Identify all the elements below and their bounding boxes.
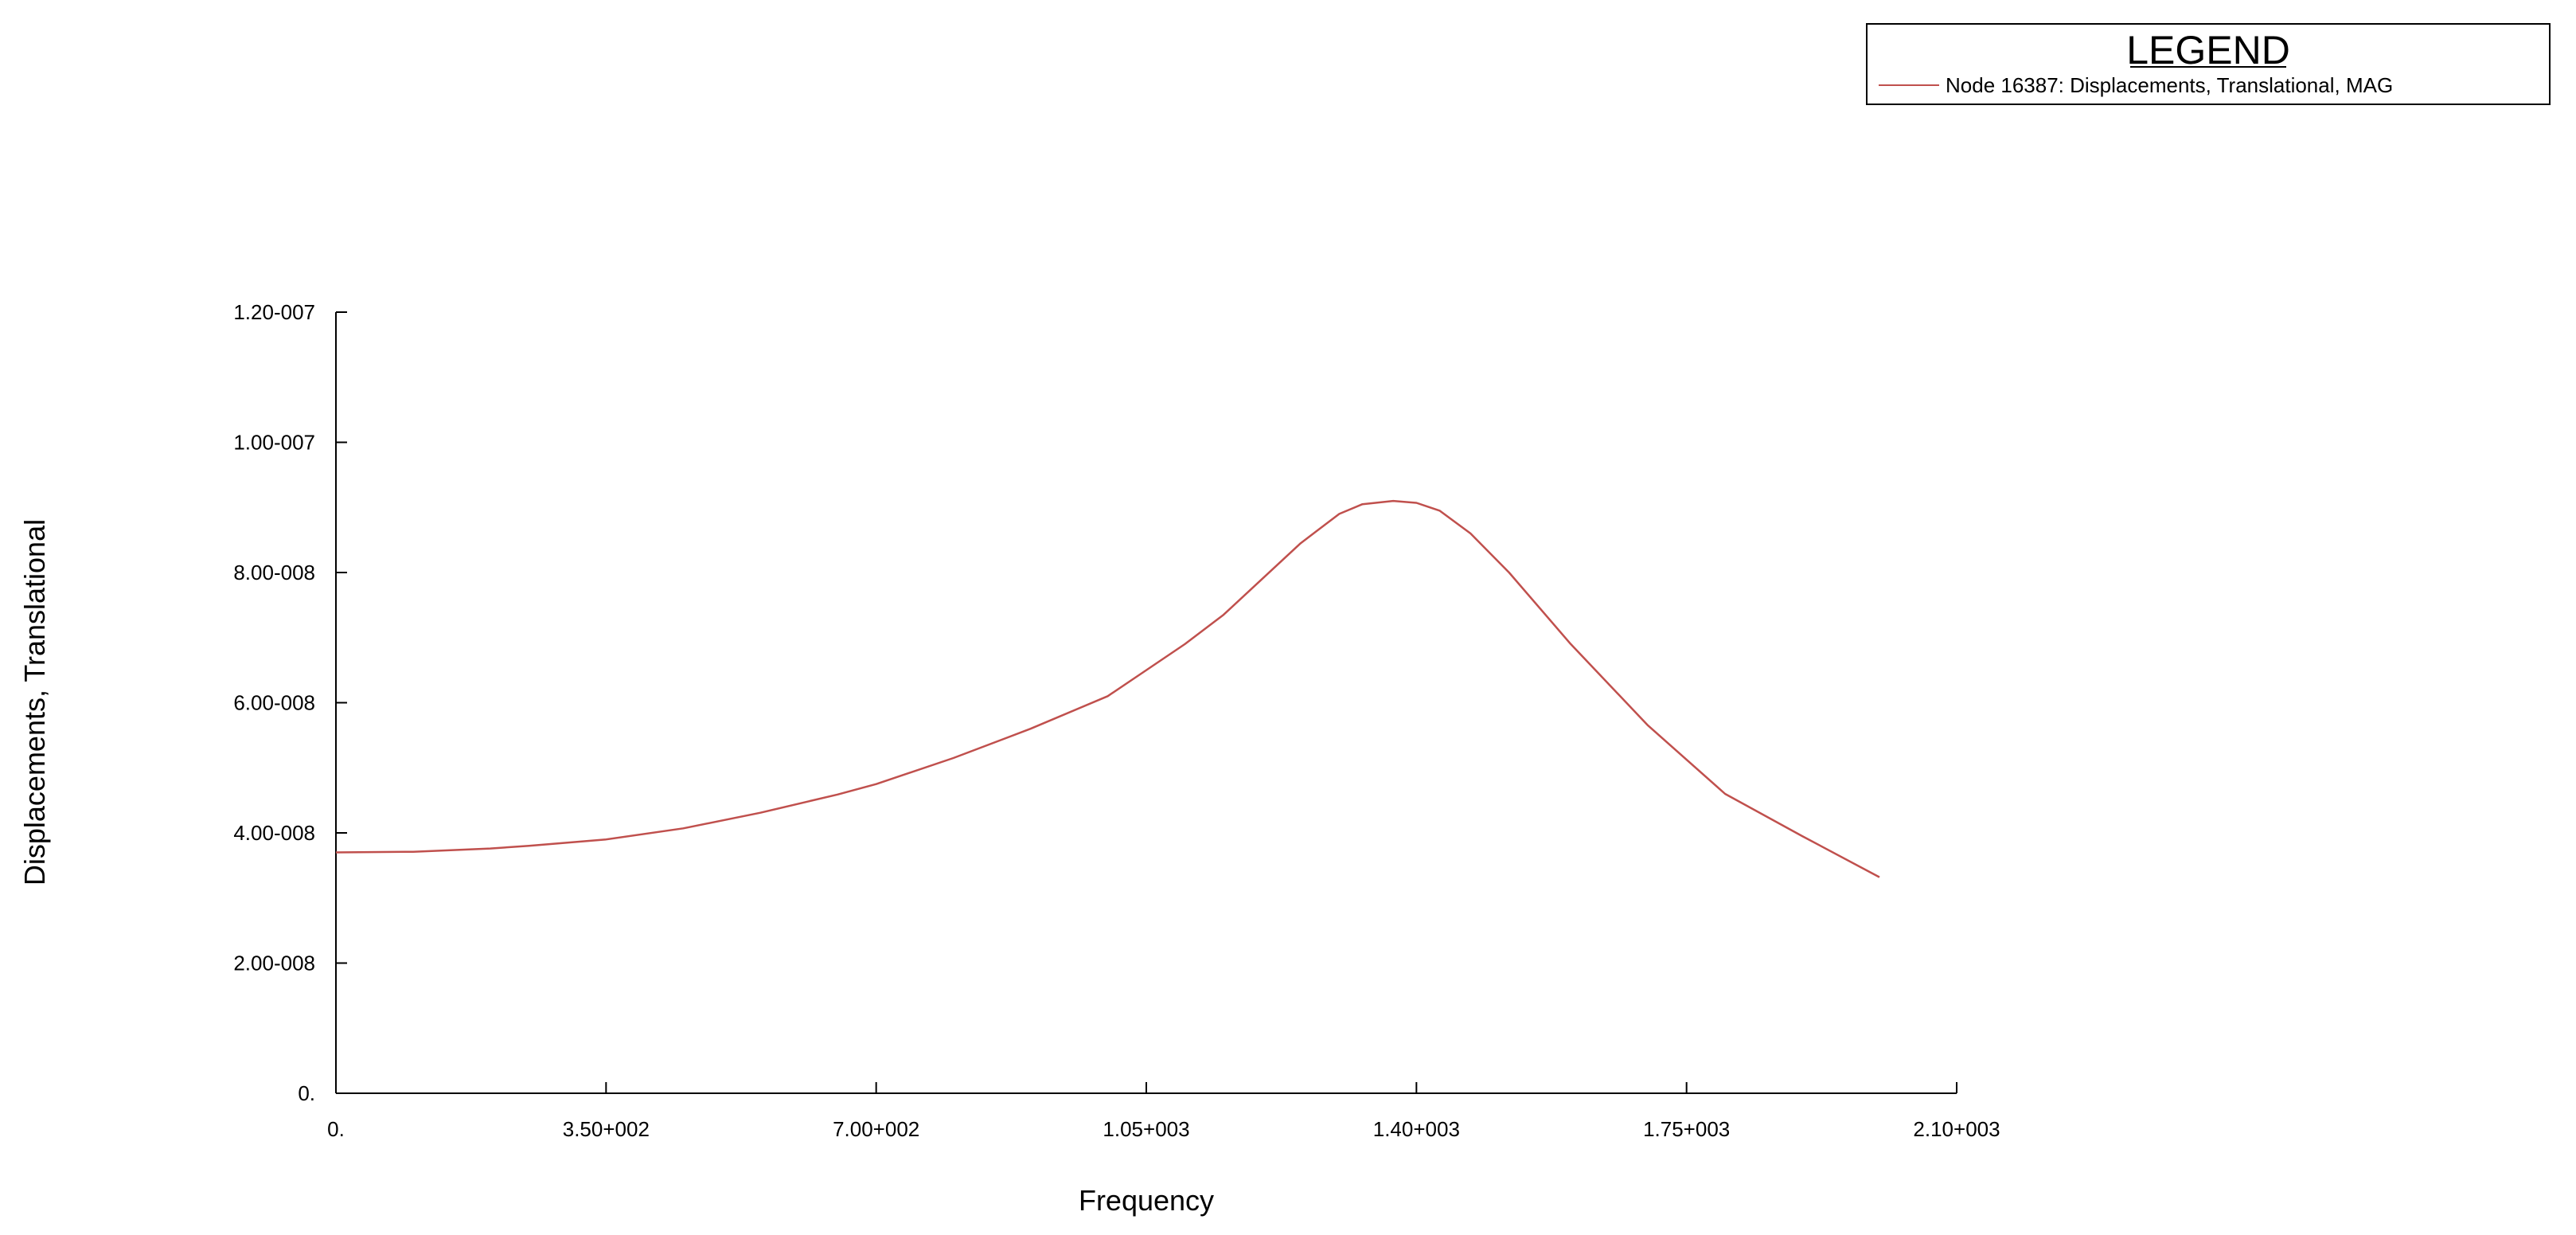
y-tick-label: 2.00-008 bbox=[233, 952, 315, 975]
y-axis-title: Displacements, Translational bbox=[18, 519, 51, 885]
axes bbox=[335, 312, 1957, 1094]
legend: LEGEND Node 16387: Displacements, Transl… bbox=[1866, 23, 2551, 105]
x-tick-label: 0. bbox=[327, 1117, 345, 1141]
x-tick-label: 2.10+003 bbox=[1913, 1117, 2000, 1141]
y-tick-label: 6.00-008 bbox=[233, 691, 315, 715]
x-tick-label: 3.50+002 bbox=[563, 1117, 650, 1141]
x-ticks: 0. 3.50+002 7.00+002 1.05+003 1.40+003 1.75+0… bbox=[327, 1082, 2000, 1141]
x-tick-label: 1.05+003 bbox=[1103, 1117, 1189, 1141]
x-tick-label: 1.40+003 bbox=[1373, 1117, 1460, 1141]
x-tick-label: 1.75+003 bbox=[1643, 1117, 1730, 1141]
x-tick-label: 7.00+002 bbox=[833, 1117, 919, 1141]
y-ticks: 0. 2.00-008 4.00-008 6.00-008 8.00-008 1.00-0… bbox=[233, 300, 347, 1105]
series-line bbox=[335, 499, 1880, 878]
series bbox=[335, 499, 1880, 878]
y-tick-label: 1.20-007 bbox=[233, 300, 315, 324]
legend-entry: Node 16387: Displacements, Translational… bbox=[1946, 73, 2393, 97]
x-axis-title: Frequency bbox=[1079, 1184, 1214, 1217]
y-tick-label: 1.00-007 bbox=[233, 431, 315, 455]
legend-title: LEGEND bbox=[2126, 28, 2290, 72]
legend-box bbox=[1866, 23, 2551, 105]
y-tick-label: 4.00-008 bbox=[233, 821, 315, 845]
y-tick-label: 8.00-008 bbox=[233, 561, 315, 584]
y-tick-label: 0. bbox=[298, 1081, 315, 1105]
